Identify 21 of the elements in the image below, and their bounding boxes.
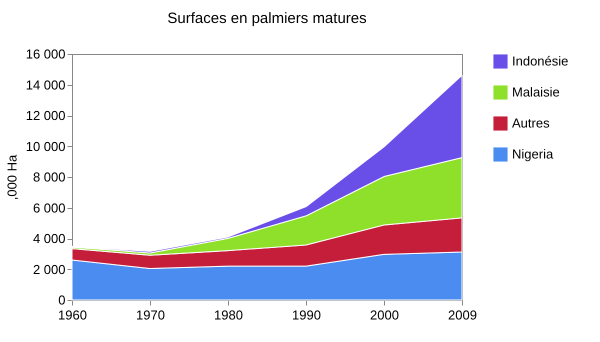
x-tick-label: 1960: [58, 308, 87, 322]
chart-title: Surfaces en palmiers matures: [167, 10, 367, 27]
y-tick-label: 4 000: [32, 231, 66, 246]
y-axis-title: ,000 Ha: [4, 154, 20, 200]
legend-label: Indonésie: [512, 54, 568, 68]
y-tick-label: 2 000: [32, 262, 66, 277]
x-tick-label: 1980: [214, 308, 243, 322]
x-tick-label: 1990: [292, 308, 321, 322]
x-tick-label: 2000: [370, 308, 399, 322]
y-tick-label: 14 000: [26, 77, 66, 92]
legend-label: Autres: [512, 116, 550, 130]
y-tick-label: 12 000: [26, 108, 66, 123]
y-tick-label: 8 000: [32, 170, 66, 184]
legend-label: Nigeria: [512, 146, 554, 162]
x-tick-label: 2009: [448, 308, 477, 322]
y-tick-label: 10 000: [26, 138, 66, 154]
legend-label: Malaisie: [512, 84, 560, 100]
x-tick-label: 1970: [136, 308, 165, 322]
y-tick-label: 16 000: [26, 46, 66, 62]
y-tick-label: 6 000: [32, 200, 66, 216]
y-tick-label: 0: [58, 292, 66, 308]
